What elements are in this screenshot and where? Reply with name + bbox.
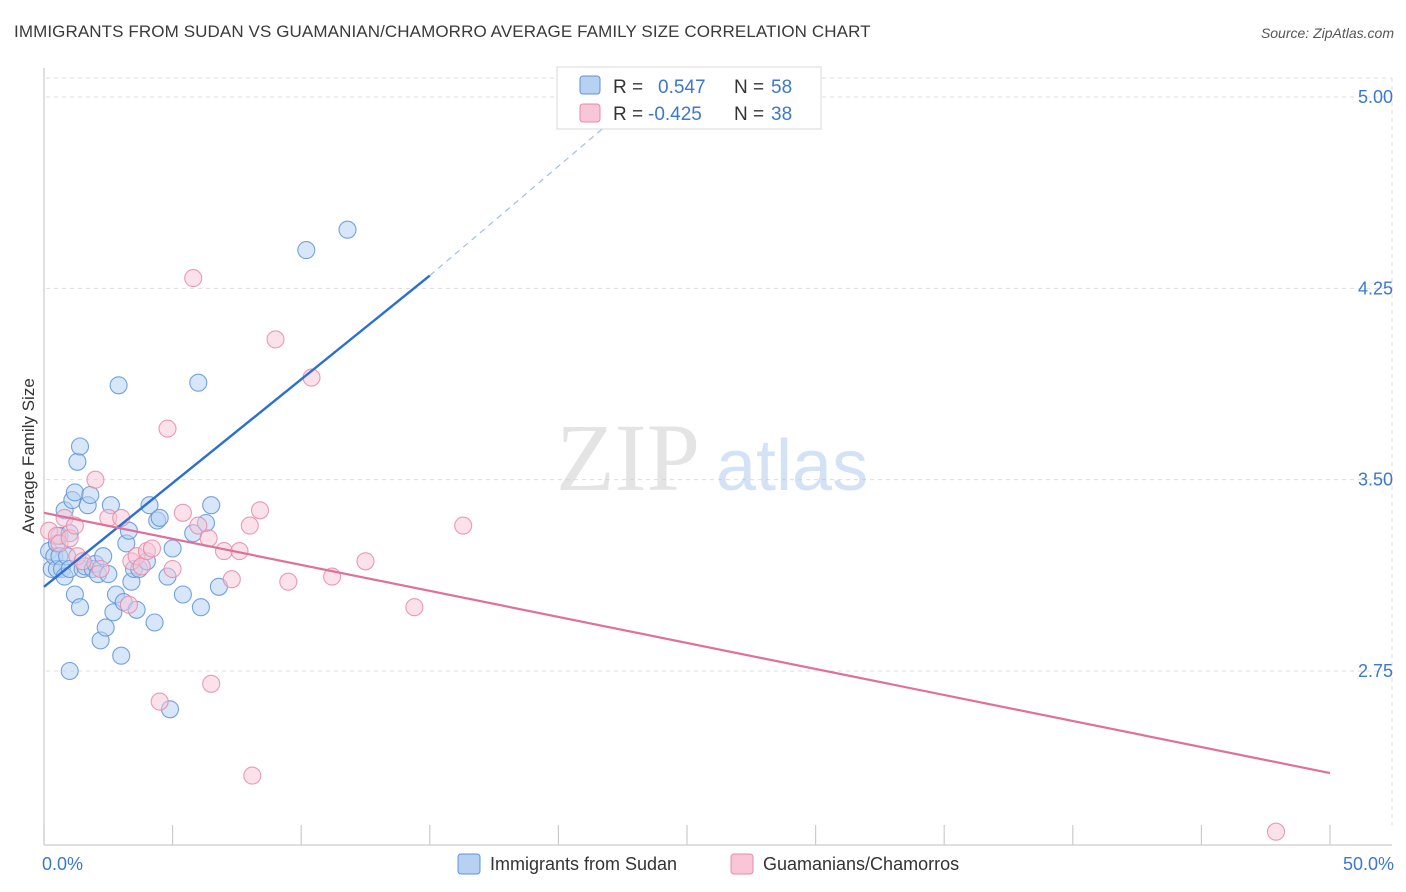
guamanian-trendline xyxy=(43,511,1331,775)
sudan-point-44 xyxy=(140,496,159,515)
guamanian-point-36 xyxy=(356,552,375,571)
guamanian-point-27 xyxy=(222,570,241,589)
guamanian-point-23 xyxy=(189,516,208,535)
guamanian-point-20 xyxy=(163,559,182,579)
sudan-point-51 xyxy=(173,585,192,604)
guamanian-point-15 xyxy=(132,557,151,576)
legend-swatch-blue xyxy=(579,75,601,95)
sudan-point-58 xyxy=(297,241,316,260)
source-label: Source: ZipAtlas.com xyxy=(1260,25,1394,41)
guamanian-point-12 xyxy=(119,595,138,614)
axes: 2.75 3.50 4.25 5.00 xyxy=(43,68,1393,846)
guamanian-point-8 xyxy=(86,470,105,489)
guamanian-point-39 xyxy=(1266,822,1286,841)
sudan-point-23 xyxy=(81,485,100,505)
y-tick-label-2: 4.25 xyxy=(1358,278,1393,298)
guamanian-point-31 xyxy=(250,501,270,520)
series-legend-label-sudan: Immigrants from Sudan xyxy=(490,854,677,874)
guamanian-point-33 xyxy=(279,572,298,591)
sudan-point-56 xyxy=(202,496,221,515)
guamanian-point-19 xyxy=(158,419,177,438)
legend-n-label-pink: N = xyxy=(734,104,764,125)
sudan-point-19 xyxy=(70,598,90,617)
series-legend-swatch-sudan xyxy=(457,853,481,875)
legend-r-value-pink: -0.425 xyxy=(648,104,702,125)
legend-r-label-blue: R = xyxy=(613,77,643,98)
sudan-point-18 xyxy=(70,437,90,456)
guamanian-point-38 xyxy=(454,516,473,535)
legend-r-value-blue: 0.547 xyxy=(658,77,706,98)
chart-title: IMMIGRANTS FROM SUDAN VS GUAMANIAN/CHAMO… xyxy=(14,22,871,41)
legend-r-label-pink: R = xyxy=(613,104,643,125)
trendlines xyxy=(43,122,1331,775)
sudan-point-54 xyxy=(191,598,210,617)
guamanian-point-18 xyxy=(150,692,169,711)
watermark: ZIP atlas xyxy=(556,404,868,511)
sudan-point-59 xyxy=(338,220,357,239)
data-points xyxy=(40,220,1286,841)
legend-box xyxy=(556,66,822,130)
guamanian-point-21 xyxy=(173,503,192,522)
sudan-point-53 xyxy=(189,373,208,392)
sudan-point-34 xyxy=(109,376,128,395)
guamanian-point-25 xyxy=(202,674,221,693)
sudan-point-29 xyxy=(96,618,115,637)
guamanian-point-29 xyxy=(240,516,259,535)
axis-title-y: Average Family Size xyxy=(19,378,38,534)
sudan-trendline xyxy=(43,274,431,588)
sudan-point-45 xyxy=(145,613,164,632)
correlation-legend: R = 0.547 N = 58 R = -0.425 N = 38 xyxy=(556,66,822,130)
legend-n-value-pink: 38 xyxy=(771,104,792,125)
watermark-atlas: atlas xyxy=(716,426,868,506)
y-axis-title: Average Family Size xyxy=(19,378,38,534)
series-legend: Immigrants from Sudan Guamanians/Chamorr… xyxy=(457,853,959,875)
legend-swatch-pink xyxy=(579,103,601,123)
sudan-point-16 xyxy=(65,483,84,502)
guamanian-point-37 xyxy=(405,598,424,617)
guamanian-point-32 xyxy=(266,330,285,349)
y-tick-label-3: 5.00 xyxy=(1358,87,1393,107)
series-legend-label-guamanian: Guamanians/Chamorros xyxy=(763,854,959,874)
sudan-point-50 xyxy=(163,539,182,558)
guamanian-point-22 xyxy=(184,269,203,288)
sudan-point-17 xyxy=(68,452,87,471)
sudan-point-35 xyxy=(112,646,131,665)
guamanian-point-30 xyxy=(243,766,262,785)
legend-n-label-blue: N = xyxy=(734,77,764,98)
y-tick-label-1: 3.50 xyxy=(1358,470,1393,490)
sudan-trendline-extension xyxy=(429,122,611,277)
watermark-zip: ZIP xyxy=(556,404,700,511)
y-tick-label-0: 2.75 xyxy=(1358,661,1393,681)
guamanian-point-9 xyxy=(91,559,110,579)
series-legend-swatch-guamanian xyxy=(730,853,754,875)
x-tick-label-min: 0.0% xyxy=(42,854,83,874)
sudan-point-47 xyxy=(150,508,169,527)
guamanian-point-17 xyxy=(142,539,162,558)
x-tick-label-max: 50.0% xyxy=(1343,854,1394,874)
guamanian-point-5 xyxy=(65,516,84,535)
legend-n-value-blue: 58 xyxy=(771,77,792,98)
sudan-point-13 xyxy=(60,661,79,681)
